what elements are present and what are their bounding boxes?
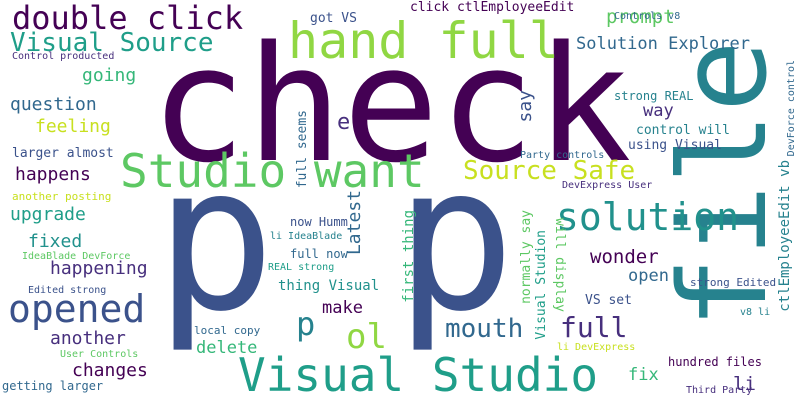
cloud-word: Visual Studion: [534, 230, 549, 340]
cloud-word: User Controls: [60, 349, 139, 360]
cloud-word: double click: [12, 0, 244, 37]
cloud-word: Solution Explorer: [576, 34, 750, 54]
cloud-word: fix: [628, 365, 659, 385]
cloud-word: check: [150, 11, 632, 198]
cloud-word: li DevExpress: [557, 342, 636, 353]
cloud-word: Controls v8: [614, 11, 681, 22]
cloud-word: normally say: [519, 210, 534, 304]
cloud-word: make: [322, 298, 363, 318]
cloud-word: thing Visual: [278, 278, 380, 294]
cloud-word: Control producted: [12, 51, 115, 62]
cloud-word: p: [155, 123, 276, 356]
cloud-word: got VS: [310, 11, 357, 26]
cloud-word: control will: [636, 123, 730, 138]
cloud-word: happening: [50, 258, 148, 279]
cloud-word: open: [628, 266, 669, 286]
cloud-word: feeling: [35, 116, 111, 137]
cloud-word: another: [50, 328, 126, 349]
cloud-word: click ctlEmployeeEdit: [410, 0, 575, 15]
cloud-word: strong REAL: [614, 89, 694, 103]
cloud-word: Visual Studio: [238, 348, 599, 400]
cloud-word: strong Edited: [690, 276, 777, 289]
cloud-word: Studio want: [120, 144, 425, 198]
cloud-word: full seems: [295, 110, 310, 189]
cloud-word: hundred files: [668, 355, 762, 369]
cloud-word: mouth: [445, 314, 524, 344]
cloud-word: getting larger: [2, 379, 104, 393]
cloud-word: v8 li: [740, 307, 771, 318]
cloud-word: going: [82, 65, 137, 86]
cloud-word: way: [643, 101, 674, 121]
cloud-word: first thing: [401, 210, 417, 303]
cloud-word: p: [395, 123, 516, 356]
cloud-word: Visual Source: [10, 28, 214, 58]
cloud-word: another posting: [12, 190, 112, 203]
cloud-word: DevForce control: [786, 60, 797, 157]
cloud-word: Third Party: [686, 385, 753, 396]
cloud-word: using Visual: [628, 138, 722, 153]
cloud-word: opened: [8, 287, 146, 331]
cloud-word: wonder: [590, 246, 659, 268]
cloud-word: VS set: [585, 293, 632, 308]
cloud-word: say: [515, 90, 536, 123]
cloud-word: Edited strong: [28, 285, 107, 296]
cloud-word: Latest: [344, 190, 365, 256]
cloud-word: DevExpress User: [562, 180, 653, 191]
cloud-word: full: [560, 311, 628, 344]
cloud-word: solution: [556, 195, 740, 239]
cloud-word: hand full: [288, 12, 559, 70]
cloud-word: p: [296, 305, 316, 343]
cloud-word: Party controls: [520, 150, 605, 161]
cloud-word: prompt: [606, 6, 675, 28]
cloud-word: ctlEmployeeEdit vb: [777, 160, 793, 312]
cloud-word: changes: [72, 360, 148, 381]
cloud-word: upgrade: [10, 204, 86, 225]
cloud-word: happens: [15, 164, 91, 185]
cloud-word: larger almost: [12, 146, 114, 161]
cloud-word: li: [733, 373, 756, 395]
cloud-word: ol: [346, 317, 387, 357]
cloud-word: li IdeaBlade: [270, 231, 343, 242]
cloud-word: e: [337, 110, 351, 135]
cloud-word: question: [10, 94, 97, 115]
cloud-word: delete: [196, 338, 258, 358]
cloud-word: fixed: [28, 231, 83, 252]
cloud-word: will display: [552, 218, 567, 312]
cloud-word: local copy: [194, 324, 261, 337]
cloud-word: REAL strong: [268, 262, 335, 273]
cloud-word: full now: [290, 247, 348, 261]
cloud-word: IdeaBlade DevForce: [22, 251, 131, 262]
cloud-word: now Humm: [290, 215, 348, 229]
cloud-word: Source Safe: [463, 156, 636, 186]
